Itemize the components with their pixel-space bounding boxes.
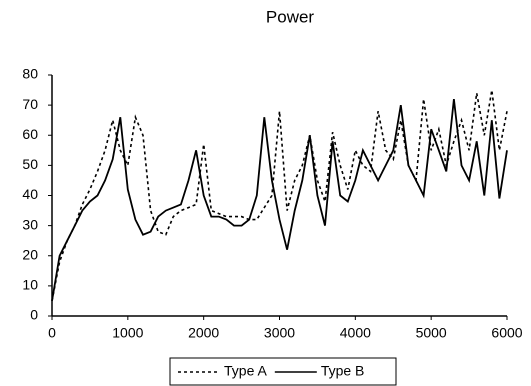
y-tick-label: 0	[30, 307, 38, 323]
y-tick-label: 80	[22, 66, 38, 82]
y-tick-label: 50	[22, 156, 38, 172]
series-line	[51, 89, 508, 302]
y-tick-label: 70	[22, 96, 38, 112]
x-tick-label: 5000	[416, 325, 447, 341]
chart-title: Power	[266, 7, 315, 26]
x-tick-label: 2000	[188, 325, 219, 341]
x-tick-label: 0	[48, 325, 56, 341]
x-tick-label: 4000	[340, 325, 371, 341]
x-tick-label: 3000	[264, 325, 295, 341]
x-tick-label: 1000	[112, 325, 143, 341]
y-tick-label: 40	[22, 186, 38, 202]
legend-label: Type A	[224, 363, 267, 379]
y-tick-label: 30	[22, 216, 38, 232]
series-line	[51, 98, 508, 302]
y-tick-label: 10	[22, 277, 38, 293]
y-tick-label: 20	[22, 246, 38, 262]
y-tick-label: 60	[22, 126, 38, 142]
x-tick-label: 6000	[491, 325, 522, 341]
legend-label: Type B	[321, 363, 365, 379]
